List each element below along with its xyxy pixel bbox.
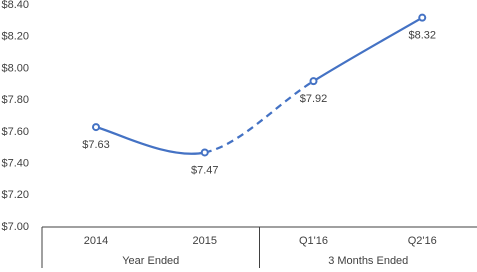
marker [418,13,427,22]
data-label: $7.47 [191,164,219,176]
data-label: $7.63 [82,139,110,151]
marker [309,77,318,86]
marker [200,148,209,157]
data-label: $8.32 [408,30,436,42]
line-segment [95,126,205,155]
x-tick-label: Q1'16 [299,235,328,247]
group-label: Year Ended [122,255,179,267]
y-tick-label: $7.40 [1,157,29,169]
y-tick-label: $7.60 [1,126,29,138]
x-tick-label: 2014 [84,235,108,247]
group-label: 3 Months Ended [328,255,408,267]
x-tick-label: 2015 [193,235,217,247]
x-tick-label: Q2'16 [408,235,437,247]
y-tick-label: $7.80 [1,94,29,106]
y-tick-label: $7.00 [1,221,29,233]
line-segment [312,16,423,83]
marker [92,123,100,132]
data-label: $7.92 [300,93,328,105]
y-tick-label: $8.00 [1,62,29,74]
line-segment [204,80,315,154]
y-tick-label: $8.40 [1,0,29,11]
y-tick-label: $7.20 [1,189,29,201]
y-tick-label: $8.20 [1,31,29,43]
